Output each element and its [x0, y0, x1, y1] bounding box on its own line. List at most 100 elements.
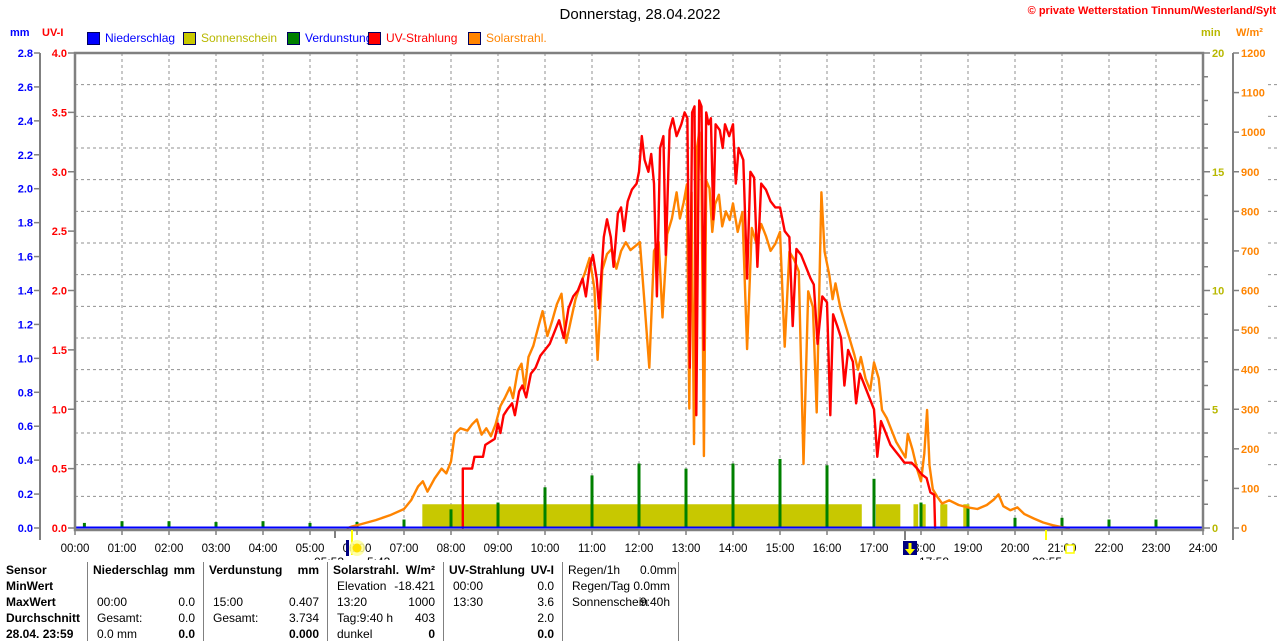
sunshine-band [921, 504, 926, 527]
legend-item-niederschlag: Niederschlag [87, 31, 175, 45]
mm-tick-label: 0.8 [18, 387, 33, 399]
uv-tick-label: 4.0 [52, 48, 67, 60]
wm2-tick-label: 200 [1241, 444, 1259, 456]
verdunstung-spike [778, 458, 782, 527]
verdunstung-spike [684, 468, 688, 527]
legend-swatch-icon [87, 31, 100, 45]
table-column-separator [443, 562, 444, 641]
hour-tick-label: 16:00 [813, 543, 842, 555]
legend-label: Solarstrahl. [486, 31, 547, 45]
table-column-header: Niederschlag [93, 563, 169, 577]
verdunstung-spike [1060, 517, 1064, 527]
hour-tick-label: 12:00 [625, 543, 654, 555]
sunshine-band [422, 504, 862, 527]
legend-item-solarstrahl: Solarstrahl. [468, 31, 547, 45]
mm-tick-label: 2.4 [18, 116, 34, 128]
hour-tick-label: 10:00 [531, 543, 560, 555]
uv-tick-label: 0.0 [52, 523, 67, 535]
table-cell-label: 13:30 [453, 595, 484, 609]
table-column-header-unit: mm [297, 563, 319, 577]
mm-tick-label: 0.2 [18, 489, 33, 501]
min-tick-label: 15 [1212, 167, 1224, 179]
wm2-tick-label: 600 [1241, 286, 1259, 298]
min-tick-label: 0 [1212, 523, 1218, 535]
axis-title-uvi: UV-I [42, 27, 64, 39]
wm2-tick-label: 800 [1241, 206, 1259, 218]
table-cell-value: 0.0 [537, 579, 554, 593]
table-column-header: Regen/1h [568, 563, 621, 577]
wm2-tick-label: 400 [1241, 365, 1259, 377]
hour-tick-label: 17:00 [860, 543, 889, 555]
table-cell-value: 0.0mm [633, 579, 670, 593]
stats-table: Sensor MinWert MaxWert Durchschnitt 28.04. 2… [0, 560, 1280, 641]
table-cell-value: 0.0 [178, 627, 195, 641]
sun-down-arrow-icon [905, 549, 915, 555]
mm-tick-label: 1.4 [18, 286, 34, 298]
wm2-tick-label: 0 [1241, 523, 1247, 535]
table-cell-value: -18.421 [394, 579, 435, 593]
table-column-header: Solarstrahl. [333, 563, 400, 577]
min-tick-label: 10 [1212, 286, 1224, 298]
uv-tick-label: 1.5 [52, 345, 67, 357]
page-title: Donnerstag, 28.04.2022 [559, 6, 721, 23]
mm-tick-label: 1.2 [18, 319, 33, 331]
verdunstung-spike [872, 478, 876, 527]
uv-tick-label: 0.5 [52, 464, 67, 476]
min-tick-label: 5 [1212, 404, 1218, 416]
sun-down-arrow-icon [908, 543, 912, 549]
sunshine-band [875, 504, 901, 527]
wm2-tick-label: 900 [1241, 167, 1259, 179]
legend-label: UV-Strahlung [386, 31, 458, 45]
legend-swatch-icon [183, 31, 196, 45]
table-cell-label: 00:00 [97, 595, 128, 609]
table-cell-value: 0.0 [178, 611, 195, 625]
table-column-header-unit: W/m² [405, 563, 435, 577]
twilight-tick [334, 530, 336, 538]
verdunstung-spike [308, 522, 312, 527]
hour-tick-label: 24:00 [1189, 543, 1218, 555]
sunset-tick [904, 530, 906, 540]
table-cell-value: 9:40h [639, 595, 670, 609]
hour-tick-label: 07:00 [390, 543, 419, 555]
table-cell-value: 0.0 [178, 595, 195, 609]
wm2-tick-label: 500 [1241, 325, 1259, 337]
hour-tick-label: 14:00 [719, 543, 748, 555]
mm-tick-label: 1.6 [18, 252, 33, 264]
uv-tick-label: 3.5 [52, 107, 67, 119]
verdunstung-spike [402, 519, 406, 527]
uv-tick-label: 1.0 [52, 404, 67, 416]
table-column-header-unit: UV-I [530, 563, 554, 577]
solar-line [346, 131, 1071, 530]
table-cell-label: Gesamt: [97, 611, 143, 625]
dusk-time-label: 20:55 [1032, 555, 1062, 560]
sunshine-band [940, 504, 948, 527]
table-header-sensor: Sensor [6, 563, 47, 577]
hour-tick-label: 15:00 [766, 543, 795, 555]
dusk-sun-square-icon [1065, 544, 1075, 554]
chart-plot: 0.0 0.2 0.4 0.6 0.8 1.0 1.2 1.4 1.6 1.8 2.0 2.2 2.4 2… [18, 48, 1280, 560]
table-column-separator [562, 562, 563, 641]
wm2-tick-label: 1200 [1241, 48, 1265, 60]
verdunstung-spike [731, 463, 735, 527]
table-cell-label: 00:00 [453, 579, 484, 593]
table-cell-label: Gesamt: [213, 611, 259, 625]
table-cell-value: 0.407 [288, 595, 319, 609]
table-column-header-unit: mm [173, 563, 195, 577]
mm-tick-label: 0.4 [18, 455, 34, 467]
sun-icon [352, 543, 362, 553]
table-row-label: MinWert [6, 579, 54, 593]
verdunstung-spike [214, 522, 218, 527]
table-column-header: UV-Strahlung [449, 563, 526, 577]
hour-tick-label: 00:00 [61, 543, 90, 555]
table-cell-value: 3.734 [288, 611, 319, 625]
hour-tick-label: 05:00 [296, 543, 325, 555]
copyright-notice: © private Wetterstation Tinnum/Westerlan… [1027, 5, 1276, 17]
legend-swatch-icon [468, 31, 481, 45]
legend-label: Verdunstung [305, 31, 373, 45]
verdunstung-spike [590, 475, 594, 527]
table-cell-label: dunkel [337, 627, 373, 641]
table-cell-value: 403 [414, 611, 435, 625]
min-tick-label: 20 [1212, 48, 1224, 60]
legend-label: Sonnenschein [201, 31, 278, 45]
verdunstung-spike [167, 521, 171, 527]
